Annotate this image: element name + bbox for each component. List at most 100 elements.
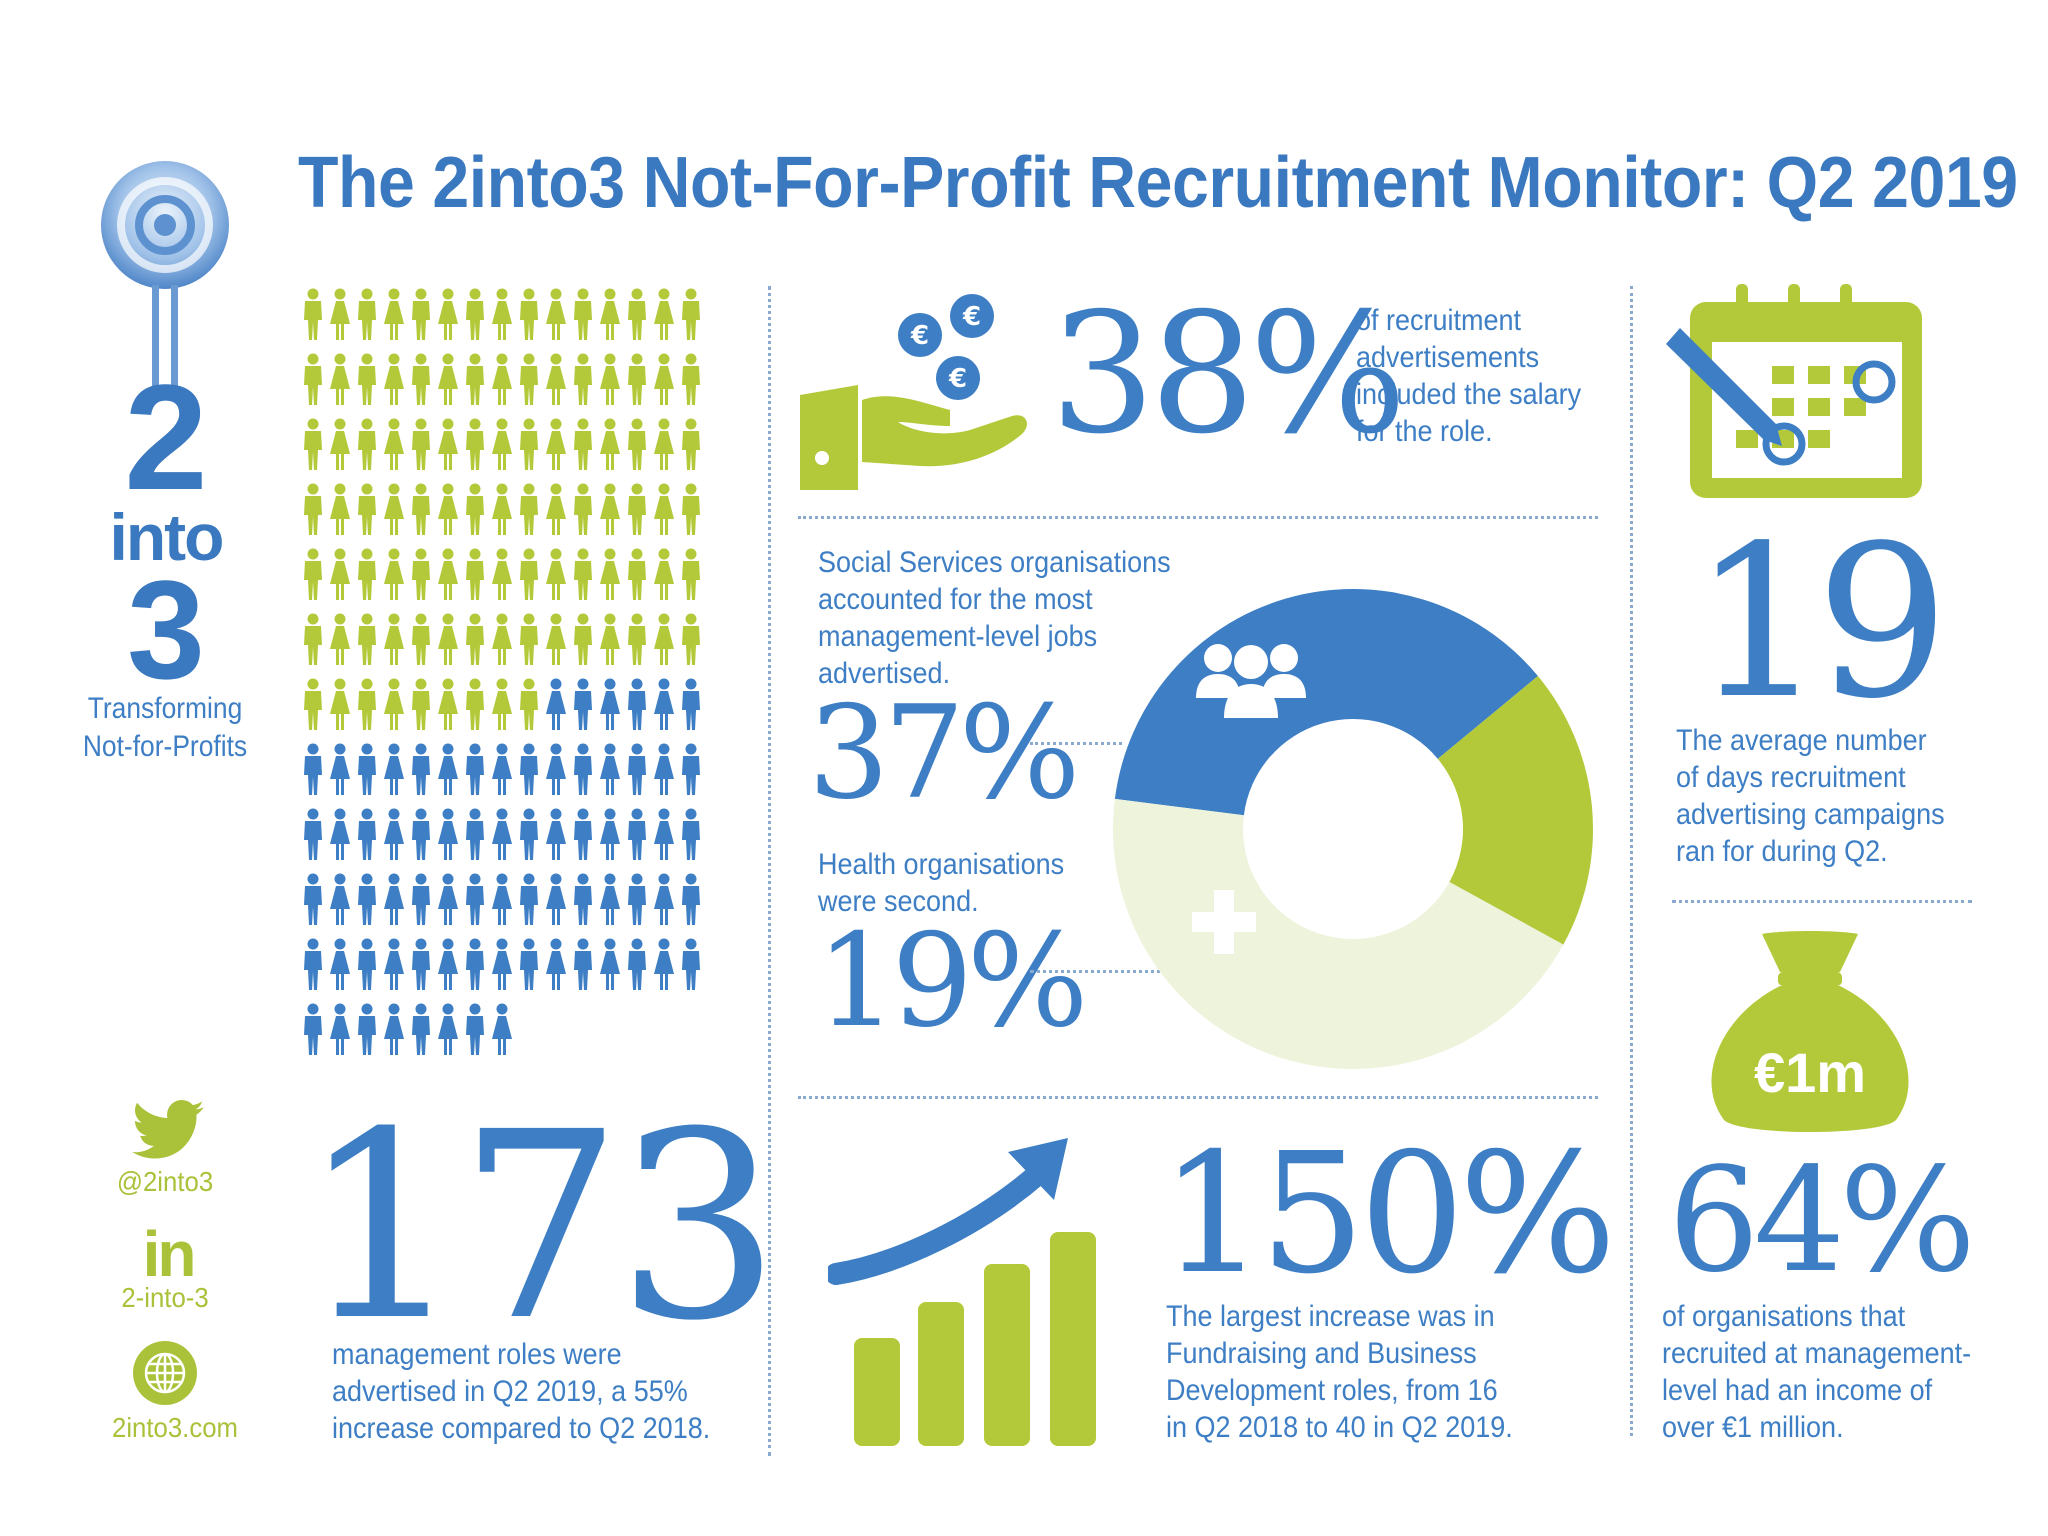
person-icon — [628, 873, 646, 925]
person-icon — [628, 288, 646, 340]
donut-slice-other — [1113, 798, 1564, 1070]
income-text-line: recruited at management- — [1662, 1337, 1972, 1370]
roles-value: 173 — [300, 1077, 780, 1377]
person-icon — [600, 353, 620, 405]
person-icon — [546, 873, 566, 925]
person-icon — [654, 678, 674, 730]
target-logo-icon — [101, 161, 229, 395]
person-icon — [600, 288, 620, 340]
person-icon — [438, 418, 458, 470]
twitter-handle[interactable]: @2into3 — [116, 1166, 214, 1197]
salary-hand-icon: € € € — [800, 294, 1027, 490]
person-icon — [358, 743, 376, 795]
person-icon — [492, 873, 512, 925]
person-icon — [358, 613, 376, 665]
person-icon — [520, 873, 538, 925]
person-icon — [330, 288, 350, 340]
person-icon — [628, 743, 646, 795]
person-icon — [358, 353, 376, 405]
divider-top — [798, 516, 1598, 519]
person-icon — [492, 548, 512, 600]
person-icon — [438, 613, 458, 665]
person-icon — [412, 353, 430, 405]
person-icon — [654, 808, 674, 860]
person-icon — [600, 418, 620, 470]
sectors-intro-line: Social Services organisations — [818, 546, 1171, 579]
person-icon — [438, 353, 458, 405]
person-icon — [682, 938, 700, 990]
person-icon — [412, 548, 430, 600]
person-icon — [304, 353, 322, 405]
person-icon — [574, 678, 592, 730]
salary-value: 38% — [1050, 278, 1407, 471]
person-icon — [492, 483, 512, 535]
person-icon — [466, 483, 484, 535]
person-icon — [628, 808, 646, 860]
person-icon — [412, 873, 430, 925]
person-icon — [412, 808, 430, 860]
person-icon — [358, 288, 376, 340]
person-icon — [438, 548, 458, 600]
person-icon — [654, 418, 674, 470]
money-bag-icon: €1m — [1711, 931, 1909, 1132]
person-icon — [654, 743, 674, 795]
person-icon — [520, 808, 538, 860]
person-icon — [384, 548, 404, 600]
logo-digit-3: 3 — [127, 551, 205, 708]
person-icon — [492, 743, 512, 795]
logo-word-into: into — [109, 500, 225, 574]
person-icon — [546, 483, 566, 535]
person-icon — [574, 873, 592, 925]
person-icon — [682, 548, 700, 600]
person-icon — [466, 548, 484, 600]
coin-symbol: € — [962, 302, 981, 332]
person-icon — [574, 418, 592, 470]
person-icon — [358, 808, 376, 860]
person-icon — [654, 938, 674, 990]
person-icon — [330, 938, 350, 990]
twitter-bird-icon[interactable] — [132, 1100, 204, 1160]
person-icon — [628, 548, 646, 600]
person-icon — [654, 873, 674, 925]
person-icon — [654, 613, 674, 665]
person-icon — [654, 353, 674, 405]
person-icon — [358, 938, 376, 990]
person-icon — [438, 743, 458, 795]
sectors-intro-line: advertised. — [818, 657, 951, 690]
person-icon — [412, 613, 430, 665]
person-icon — [466, 873, 484, 925]
person-icon — [330, 743, 350, 795]
website-link[interactable]: 2into3.com — [111, 1412, 239, 1443]
linkedin-handle[interactable]: 2-into-3 — [121, 1282, 209, 1313]
income-text-line: over €1 million. — [1662, 1411, 1844, 1444]
growth-text-line: Fundraising and Business — [1166, 1337, 1477, 1370]
days-text: The average number of days recruitment a… — [1676, 722, 1945, 870]
person-icon — [438, 808, 458, 860]
person-icon — [574, 743, 592, 795]
globe-icon[interactable] — [132, 1340, 198, 1406]
person-icon — [358, 483, 376, 535]
person-icon — [574, 353, 592, 405]
person-icon — [330, 353, 350, 405]
person-icon — [330, 1003, 350, 1055]
person-icon — [628, 613, 646, 665]
roles-text-line: management roles were — [332, 1338, 622, 1371]
person-icon — [520, 418, 538, 470]
person-icon — [304, 288, 322, 340]
person-icon — [330, 483, 350, 535]
person-icon — [358, 548, 376, 600]
person-icon — [682, 743, 700, 795]
person-icon — [600, 613, 620, 665]
salary-text-line: for the role. — [1356, 415, 1493, 448]
person-icon — [600, 938, 620, 990]
linkedin-icon[interactable]: in — [142, 1218, 197, 1290]
coin-symbol: € — [910, 321, 929, 351]
person-icon — [574, 288, 592, 340]
person-icon — [466, 418, 484, 470]
person-icon — [438, 288, 458, 340]
person-icon — [682, 483, 700, 535]
health-intro: Health organisations were second. — [818, 846, 1064, 920]
person-icon — [682, 678, 700, 730]
growth-text: The largest increase was in Fundraising … — [1166, 1298, 1513, 1446]
person-icon — [330, 613, 350, 665]
